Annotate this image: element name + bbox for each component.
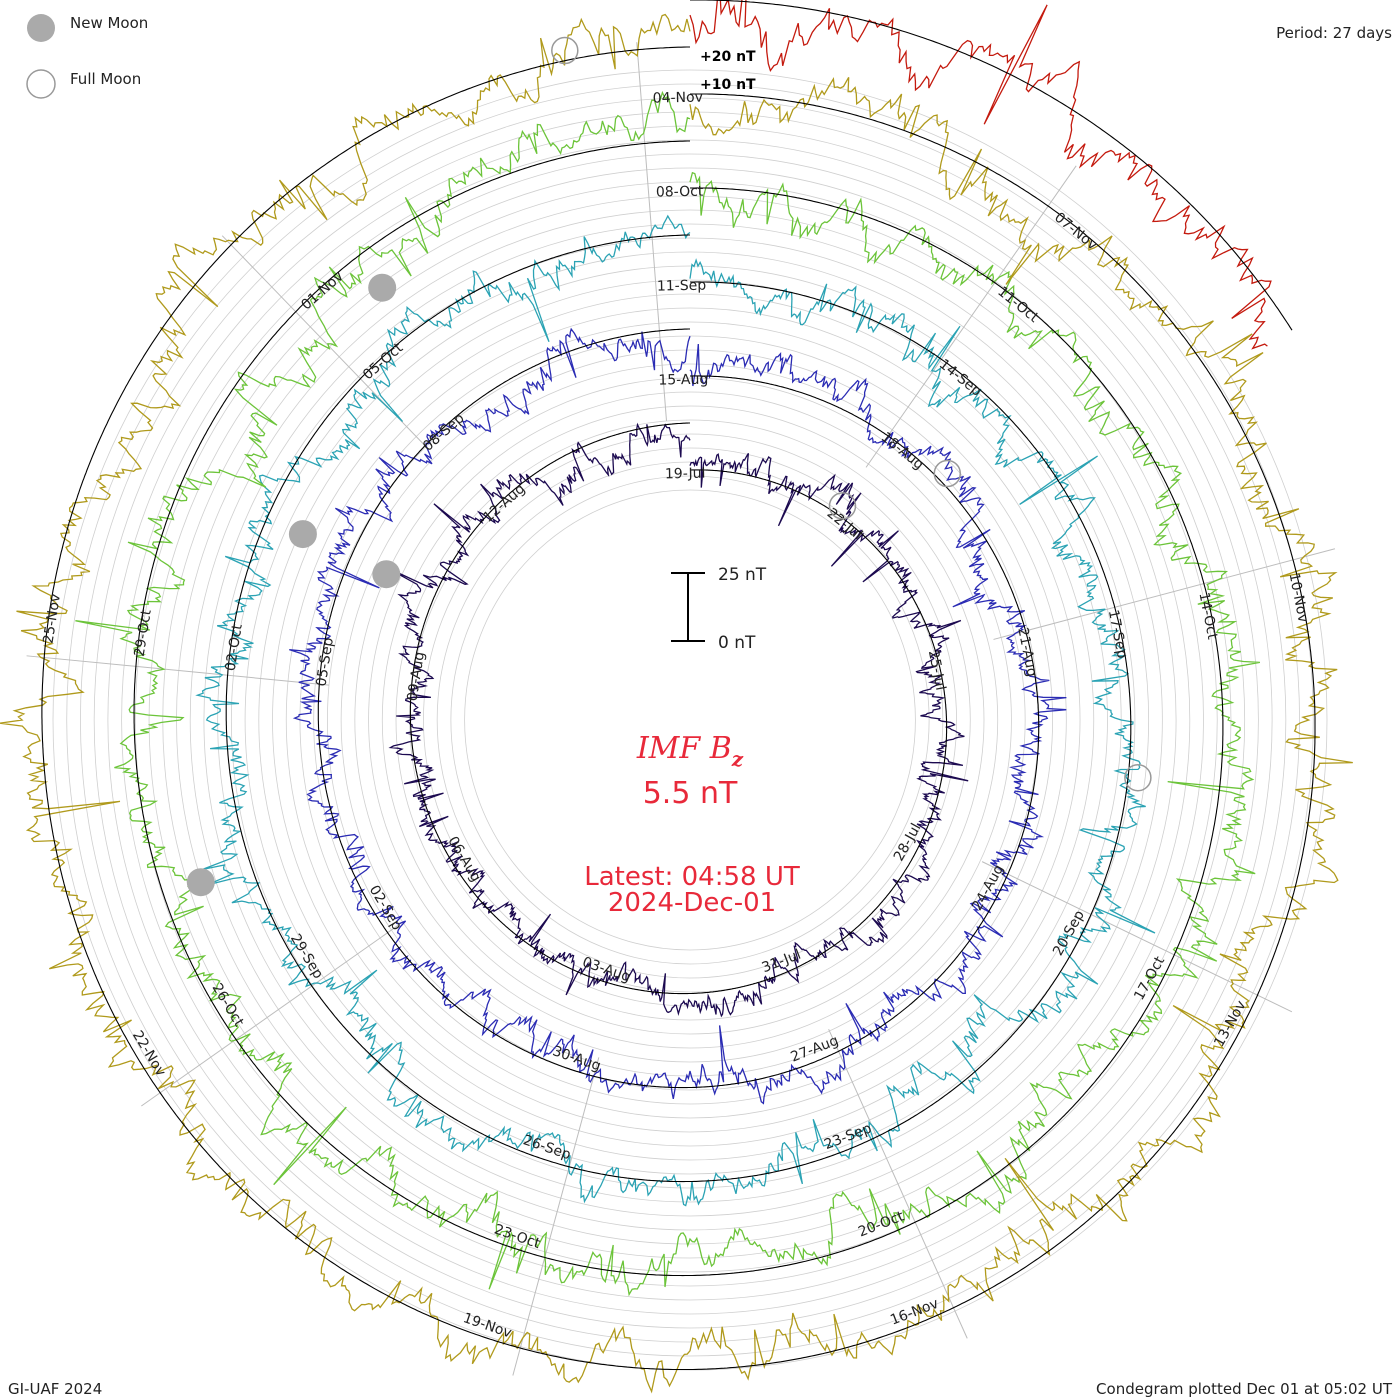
date-label: 05-Sep [314,636,337,687]
new-moon-marker [186,868,215,897]
date-label: 14-Sep [936,356,984,399]
center-latest: Latest: 04:58 UT [584,862,800,892]
moon-markers-layer [186,36,1152,897]
grid-ring [354,377,1026,1063]
date-label: 10-Nov [1286,572,1311,624]
scale-bottom-label: 0 nT [718,633,756,653]
grid-ring [313,335,1067,1105]
baseline-turn-28-Nov [690,0,1293,331]
date-label: 09-Aug [405,651,429,703]
footer-right: Condegram plotted Dec 01 at 05:02 UT [1096,1380,1393,1398]
grid-ring [464,489,916,951]
grid-ring [107,125,1273,1315]
grid-ring [203,223,1177,1217]
grid-ring [244,265,1136,1175]
grid-ring [326,349,1054,1091]
date-label: 08-Oct [656,184,704,201]
date-label: 23-Oct [492,1222,543,1253]
center-date: 2024-Dec-01 [608,888,776,918]
grid-ring [217,237,1163,1203]
full-moon-icon [26,69,56,99]
center-value: 5.5 nT [643,776,738,811]
date-label: 19-Nov [461,1310,514,1341]
date-label: 15-Aug [658,372,708,389]
grid-ring [436,461,944,979]
footer-left: GI-UAF 2024 [8,1380,102,1398]
grid-ring [134,153,1246,1287]
new-moon-marker [372,560,401,589]
scale-bar: 25 nT 0 nT [671,565,767,653]
date-label: 11-Oct [994,284,1041,327]
full-moon-label: Full Moon [70,70,141,88]
grid-spoke [512,1057,600,1376]
baseline-turn-11-Sep [225,234,1132,1183]
grid-ring [423,447,957,993]
date-label: 23-Sep [822,1120,874,1153]
date-label: 17-Sep [1105,608,1130,660]
grid-spoke [828,1028,968,1339]
center-title: IMF Bz [636,731,744,771]
grid-ring [272,293,1108,1147]
series-layer [0,0,1353,1394]
date-label: 25-Jul [925,649,949,692]
baseline-turn-08-Oct [133,140,1224,1277]
series-line-08-Oct [75,90,1261,1297]
date-label: 05-Oct [360,340,407,384]
period-label: Period: 27 days [1276,24,1392,42]
date-label: 04-Nov [653,90,704,107]
grid-ring [395,419,985,1021]
date-label: 19-Jul [665,466,706,483]
date-label: 11-Sep [657,278,707,295]
grid-ring [93,111,1287,1329]
full-moon-marker [551,36,579,65]
full-moon-marker [933,459,962,488]
grid-ring [381,405,999,1035]
series-line-04-Nov [0,13,1353,1394]
grid-ring [189,209,1191,1231]
grid-ring [450,475,930,965]
date-label: 18-Aug [878,429,927,473]
grid-ring [148,167,1232,1273]
full-moon-marker [1124,763,1152,792]
full-moon-marker [828,492,857,520]
ref-label-10: +10 nT [700,77,756,93]
date-label: 26-Sep [521,1132,573,1163]
baseline-turn-04-Nov [41,46,1316,1371]
baseline-turn-15-Aug [317,328,1040,1089]
grid-spoke [993,548,1336,640]
grid-ring [121,139,1259,1301]
date-label: 25-Nov [40,593,64,645]
date-label: 02-Oct [223,622,246,672]
grid-ring [66,83,1314,1357]
grid-spoke [26,655,330,686]
baseline-layer [41,0,1316,1371]
grid-ring [176,195,1204,1245]
date-label: 14-Oct [1195,591,1220,641]
series-line-11-Sep [195,214,1156,1207]
new-moon-label: New Moon [70,14,148,32]
series-line-19-Jul [384,422,969,1018]
scale-top-label: 25 nT [718,565,767,585]
grid-spoke [981,861,1293,1013]
ref-label-20: +20 nT [700,49,756,65]
new-moon-icon [27,14,55,42]
grid-ring [299,321,1081,1119]
new-moon-marker [368,273,397,302]
series-line-28-Nov [689,0,1272,350]
baseline-turn-19-Jul [409,422,948,995]
grid-ring [162,181,1218,1259]
spokes-layer [26,42,1336,1376]
date-label: 01-Nov [298,268,346,313]
series-line-15-Aug [289,327,1067,1105]
grid-ring [230,251,1150,1189]
new-moon-marker [288,520,317,549]
date-label: 29-Oct [132,608,155,658]
grid-spoke [141,923,400,1107]
grid-ring [368,391,1012,1049]
grid-ring [80,97,1300,1343]
grid-ring [285,307,1095,1133]
grid-spoke [865,165,1077,468]
